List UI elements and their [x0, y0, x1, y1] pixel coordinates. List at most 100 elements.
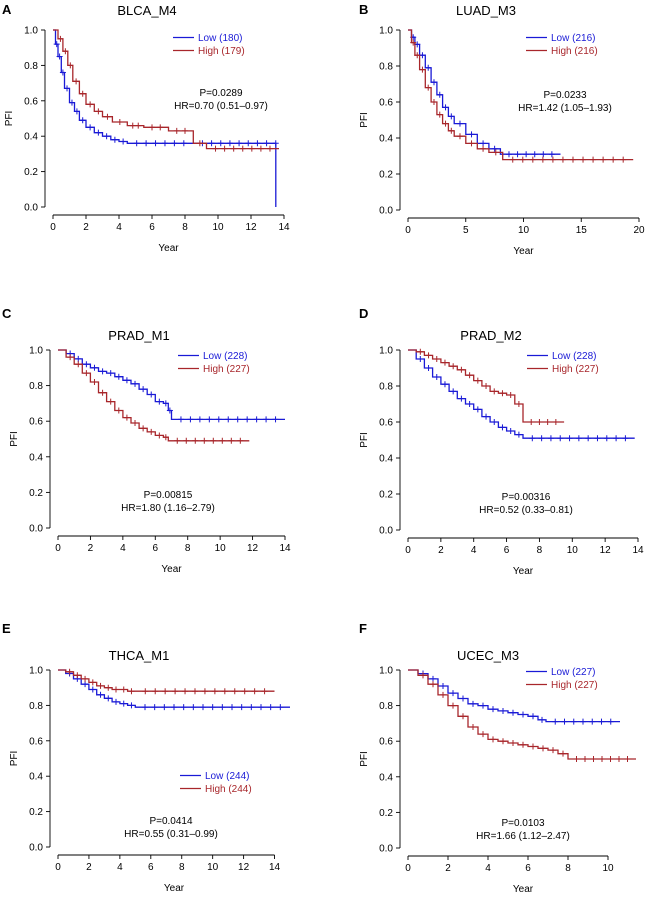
- x-tick-label: 4: [117, 862, 123, 873]
- censor-mark: [208, 140, 215, 147]
- legend-label-low: Low (244): [205, 771, 249, 782]
- censor-mark: [177, 416, 184, 423]
- censor-mark: [200, 704, 206, 711]
- censor-mark: [128, 688, 135, 695]
- x-tick-label: 10: [212, 222, 224, 233]
- p-value: P=0.00815: [144, 490, 193, 501]
- censor-mark: [217, 140, 224, 147]
- censor-mark: [105, 684, 112, 691]
- x-tick-label: 12: [247, 543, 259, 554]
- censor-mark: [441, 381, 448, 388]
- censor-mark: [425, 365, 432, 371]
- legend-label-low: Low (216): [551, 33, 595, 44]
- censor-mark: [559, 156, 566, 163]
- censor-mark: [182, 688, 189, 695]
- x-tick-label: 10: [207, 862, 219, 873]
- censor-mark: [520, 711, 526, 718]
- censor-mark: [151, 704, 158, 711]
- censor-mark: [570, 718, 577, 725]
- censor-mark: [248, 704, 255, 711]
- censor-mark: [474, 377, 481, 384]
- censor-mark: [523, 151, 530, 158]
- km-panel-c: C PRAD_M1 0 2 4 6 8 10 12 14 0.0 0.2 0.4 0.6 0.8 1.0 Yea…: [2, 306, 291, 575]
- censor-mark: [162, 434, 169, 441]
- x-tick-label: 20: [633, 225, 645, 236]
- censor-mark: [561, 718, 568, 725]
- censor-mark: [209, 704, 216, 711]
- censor-mark: [529, 156, 536, 163]
- x-tick-label: 6: [525, 863, 531, 874]
- censor-mark: [440, 691, 446, 698]
- censor-mark: [196, 140, 203, 147]
- x-tick-label: 14: [269, 862, 281, 873]
- legend-label-high: High (216): [551, 46, 598, 57]
- y-tick-label: 0.8: [24, 61, 38, 72]
- panel-letter: D: [359, 306, 368, 321]
- censor-mark: [580, 718, 586, 725]
- x-tick-label: 8: [185, 543, 191, 554]
- y-tick-label: 0.6: [29, 417, 43, 428]
- censor-mark: [507, 392, 514, 398]
- censor-mark: [490, 706, 496, 713]
- censor-mark: [441, 359, 448, 366]
- y-tick-label: 0.0: [29, 843, 43, 854]
- censor-mark: [171, 704, 177, 711]
- censor-mark: [156, 432, 163, 439]
- censor-mark: [448, 127, 455, 134]
- censor-mark: [129, 122, 136, 129]
- km-curve-high: [53, 29, 279, 150]
- censor-mark: [148, 428, 155, 435]
- x-tick-label: 14: [279, 543, 291, 554]
- y-axis-label: PFI: [359, 751, 370, 767]
- censor-mark: [75, 355, 82, 362]
- censor-mark: [490, 736, 496, 743]
- censor-mark: [172, 688, 179, 695]
- censor-mark: [277, 704, 284, 711]
- censor-mark: [99, 368, 106, 375]
- censor-mark: [620, 156, 627, 163]
- censor-mark: [272, 416, 279, 423]
- censor-mark: [241, 688, 248, 695]
- x-axis-label: Year: [513, 246, 534, 257]
- x-tick-label: 0: [55, 543, 61, 554]
- censor-mark: [253, 416, 260, 423]
- censor-mark: [539, 716, 545, 723]
- censor-mark: [56, 53, 63, 60]
- censor-mark: [466, 401, 473, 407]
- y-axis-label: PFI: [359, 432, 370, 448]
- censor-mark: [500, 738, 506, 745]
- censor-mark: [440, 683, 446, 690]
- censor-mark: [566, 435, 573, 442]
- censor-mark: [236, 140, 243, 147]
- censor-mark: [480, 145, 487, 152]
- censor-mark: [507, 428, 514, 434]
- km-curve-low: [58, 349, 285, 421]
- panel-letter: B: [359, 2, 368, 17]
- y-tick-label: 0.4: [379, 772, 393, 783]
- censor-mark: [530, 713, 536, 720]
- x-tick-label: 8: [565, 863, 571, 874]
- censor-mark: [491, 145, 498, 152]
- censor-mark: [219, 437, 226, 444]
- legend-label-high: High (244): [205, 784, 252, 795]
- panel-letter: E: [2, 621, 11, 636]
- censor-mark: [140, 425, 147, 432]
- censor-mark: [234, 416, 241, 423]
- censor-mark: [419, 66, 426, 73]
- censor-mark: [585, 435, 592, 442]
- censor-mark: [68, 99, 75, 106]
- censor-mark: [162, 400, 169, 407]
- censor-mark: [509, 156, 516, 163]
- censor-mark: [251, 688, 258, 695]
- censor-mark: [536, 419, 543, 425]
- censor-mark: [183, 437, 190, 444]
- x-tick-label: 6: [148, 862, 154, 873]
- legend-label-low: Low (180): [198, 33, 242, 44]
- censor-mark: [456, 133, 463, 140]
- censor-mark: [582, 756, 588, 762]
- censor-mark: [67, 62, 74, 69]
- y-tick-label: 1.0: [24, 26, 38, 37]
- censor-mark: [450, 690, 456, 697]
- censor-mark: [594, 435, 601, 442]
